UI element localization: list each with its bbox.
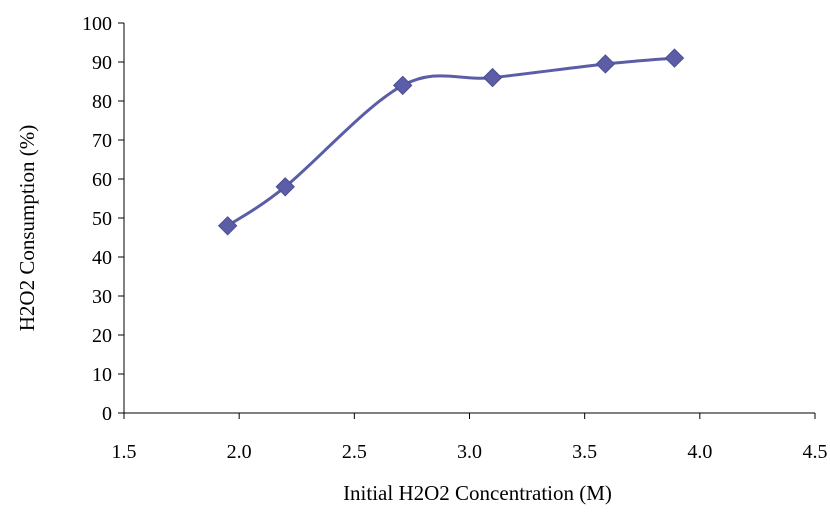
x-tick-label: 2.0 [227,441,252,463]
y-axis-label: H2O2 Consumption (%) [15,125,39,332]
x-tick-label: 2.5 [342,441,367,463]
x-tick-label: 4.5 [803,441,828,463]
data-point-marker [392,75,413,96]
y-tick-label: 60 [92,169,112,191]
x-tick-label: 4.0 [687,441,712,463]
x-axis-label: Initial H2O2 Concentration (M) [343,481,612,505]
x-tick-label: 3.5 [572,441,597,463]
ticks [118,22,816,419]
y-tick-label: 50 [92,208,112,230]
series-layer [217,48,685,236]
y-tick-label: 80 [92,91,112,113]
y-tick-label: 30 [92,286,112,308]
y-tick-label: 100 [82,13,112,35]
y-tick-label: 90 [92,52,112,74]
data-point-marker [482,67,503,88]
series-line [226,56,675,228]
y-tick-label: 0 [102,403,112,425]
data-point-marker [664,48,685,68]
y-tick-label: 10 [92,364,112,386]
y-tick-label: 40 [92,247,112,269]
data-point-marker [275,177,295,197]
data-point-marker [217,216,238,236]
y-tick-label: 70 [92,130,112,152]
tick-labels: 0 10 20 30 40 50 60 70 80 90 100 1.5 2.0 2.5 3.0 3.5 4.0… [82,13,828,463]
data-point-marker [595,54,616,74]
x-tick-label: 3.0 [457,441,482,463]
x-tick-label: 1.5 [112,441,137,463]
y-tick-label: 20 [92,325,112,347]
